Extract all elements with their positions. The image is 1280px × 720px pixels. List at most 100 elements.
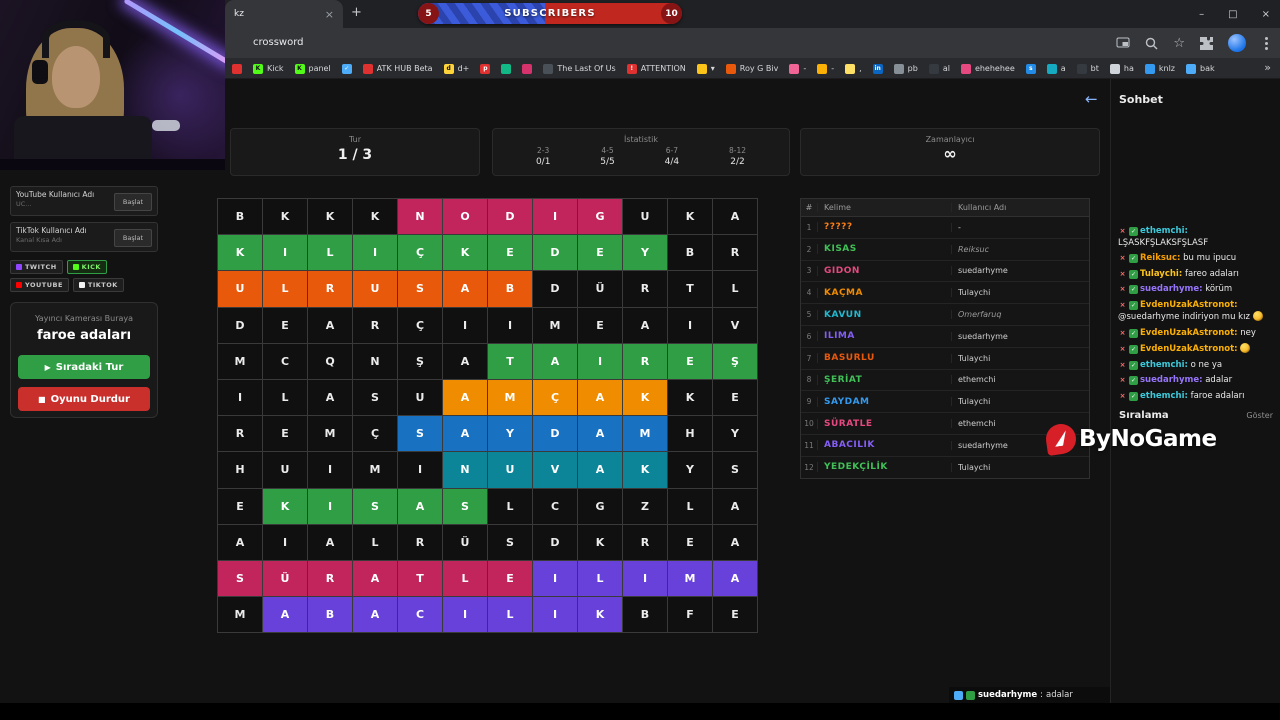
grid-cell: A xyxy=(308,379,353,417)
grid-cell: S xyxy=(398,416,443,453)
bookmark-item[interactable]: knlz xyxy=(1144,63,1175,74)
grid-cell: B xyxy=(668,235,713,272)
chat-delete-icon[interactable]: × xyxy=(1119,300,1126,309)
bookmark-item[interactable]: K Kick xyxy=(253,63,284,74)
close-button[interactable]: × xyxy=(1261,8,1270,20)
tiktok-username-input[interactable] xyxy=(16,235,106,244)
chat-delete-icon[interactable]: × xyxy=(1119,360,1126,369)
menu-icon[interactable] xyxy=(1265,41,1268,45)
grid-cell: Q xyxy=(308,343,353,380)
bookmark-item[interactable]: pb xyxy=(893,63,918,74)
bookmark-item[interactable]: ! ATTENTION xyxy=(626,63,686,74)
overlay-username: suedarhyme xyxy=(978,690,1038,700)
grid-cell: Ş xyxy=(398,343,443,380)
grid-cell: U xyxy=(623,199,668,236)
bookmark-item[interactable]: d d+ xyxy=(443,63,469,74)
grid-cell: M xyxy=(488,379,533,417)
pip-icon[interactable] xyxy=(1116,37,1130,49)
bookmark-item[interactable]: p xyxy=(480,63,491,74)
grid-cell: I xyxy=(398,452,443,489)
maximize-button[interactable]: □ xyxy=(1228,8,1238,20)
chat-delete-icon[interactable]: × xyxy=(1119,254,1126,262)
grid-cell: U xyxy=(218,271,263,308)
platform-tag-twitch[interactable]: TWITCH xyxy=(10,260,63,274)
bookmark-item[interactable]: bt xyxy=(1076,63,1099,74)
grid-cell: M xyxy=(668,560,713,598)
grid-cell: N xyxy=(353,343,398,380)
bookmark-item[interactable]: ✓ xyxy=(341,63,352,74)
bookmark-item[interactable]: , xyxy=(845,63,862,74)
bookmark-item[interactable]: in xyxy=(872,63,883,74)
bookmark-item[interactable] xyxy=(522,63,533,74)
grid-cell: I xyxy=(308,452,353,489)
bookmark-item[interactable]: - xyxy=(789,63,806,74)
bookmark-item[interactable]: a xyxy=(1046,63,1066,74)
extensions-icon[interactable] xyxy=(1200,36,1213,50)
next-round-button[interactable]: ▶ Sıradaki Tur xyxy=(18,355,150,379)
platform-tag-youtube[interactable]: YOUTUBE xyxy=(10,278,69,292)
word-number: 7 xyxy=(806,353,812,363)
word-username: suedarhyme xyxy=(951,266,1089,276)
bookmark-item[interactable] xyxy=(501,63,512,74)
chat-text: ney xyxy=(1240,327,1256,338)
bookmark-label: ATK HUB Beta xyxy=(376,64,433,73)
chat-delete-icon[interactable]: × xyxy=(1119,391,1126,400)
ranking-show-button[interactable]: Göster xyxy=(1246,411,1273,420)
bookmarks-overflow-icon[interactable]: » xyxy=(1264,61,1271,74)
tiktok-start-button[interactable]: Başlat xyxy=(114,229,152,247)
chat-delete-icon[interactable]: × xyxy=(1119,345,1126,353)
bookmark-item[interactable] xyxy=(232,63,242,74)
bookmark-favicon-icon xyxy=(362,63,373,74)
chat-delete-icon[interactable]: × xyxy=(1119,376,1126,384)
youtube-start-button[interactable]: Başlat xyxy=(114,193,152,211)
chat-delete-icon[interactable]: × xyxy=(1119,227,1126,235)
minimize-button[interactable]: – xyxy=(1199,8,1205,20)
bookmark-item[interactable]: The Last Of Us xyxy=(543,63,616,74)
bookmark-item[interactable]: ATK HUB Beta xyxy=(362,63,433,74)
chat-delete-icon[interactable]: × xyxy=(1119,269,1126,278)
word-text: ILIMA xyxy=(817,331,951,342)
thinking-emote xyxy=(1240,343,1251,353)
bookmark-item[interactable]: bak xyxy=(1186,63,1215,74)
grid-cell: C xyxy=(263,343,308,380)
bookmark-item[interactable]: ha xyxy=(1109,63,1134,74)
bookmark-item[interactable]: - xyxy=(817,63,834,74)
youtube-username-input[interactable] xyxy=(16,199,106,208)
new-tab-button[interactable]: + xyxy=(351,5,362,20)
browser-tab[interactable]: kz × xyxy=(225,0,343,28)
bookmark-item[interactable]: Roy G Biv xyxy=(725,63,778,74)
bookmark-item[interactable]: al xyxy=(928,63,950,74)
bookmark-item[interactable]: s xyxy=(1025,63,1036,74)
tab-close-icon[interactable]: × xyxy=(324,7,334,21)
bookmark-item[interactable]: ehehehee xyxy=(960,63,1015,74)
grid-cell: E xyxy=(668,524,713,561)
stop-game-label: Oyunu Durdur xyxy=(50,393,130,405)
chat-message: × ✓ Tulaychi: fareo adaları xyxy=(1118,269,1275,281)
grid-cell: K xyxy=(668,379,713,417)
current-word-title: faroe adaları xyxy=(36,328,132,343)
grid-cell: A xyxy=(443,379,488,417)
grid-cell: Ş xyxy=(713,343,758,380)
platform-label: TIKTOK xyxy=(87,281,118,289)
address-bar-url[interactable]: crossword xyxy=(253,37,304,48)
chat-delete-icon[interactable]: × xyxy=(1119,328,1126,337)
streamer-face xyxy=(52,46,100,108)
platform-tag-kick[interactable]: KICK xyxy=(66,260,107,274)
headphones-band xyxy=(42,20,110,58)
stop-game-button[interactable]: ■ Oyunu Durdur xyxy=(18,387,150,411)
word-number: 9 xyxy=(806,397,812,407)
chat-delete-icon[interactable]: × xyxy=(1119,285,1126,293)
bookmark-item[interactable]: ▾ xyxy=(696,63,715,74)
word-row: 3 GIDON suedarhyme xyxy=(801,261,1089,283)
profile-avatar[interactable] xyxy=(1228,34,1246,52)
bookmark-favicon-icon xyxy=(845,63,856,74)
tiktok-username-label: TikTok Kullanıcı Adı xyxy=(16,226,87,235)
grid-cell: I xyxy=(668,307,713,344)
star-icon[interactable]: ☆ xyxy=(1173,35,1185,51)
platform-tag-tiktok[interactable]: TIKTOK xyxy=(72,278,124,292)
back-arrow-button[interactable]: ← xyxy=(1085,90,1098,108)
bynogame-logo-icon xyxy=(1044,422,1078,456)
search-icon[interactable] xyxy=(1145,37,1158,50)
